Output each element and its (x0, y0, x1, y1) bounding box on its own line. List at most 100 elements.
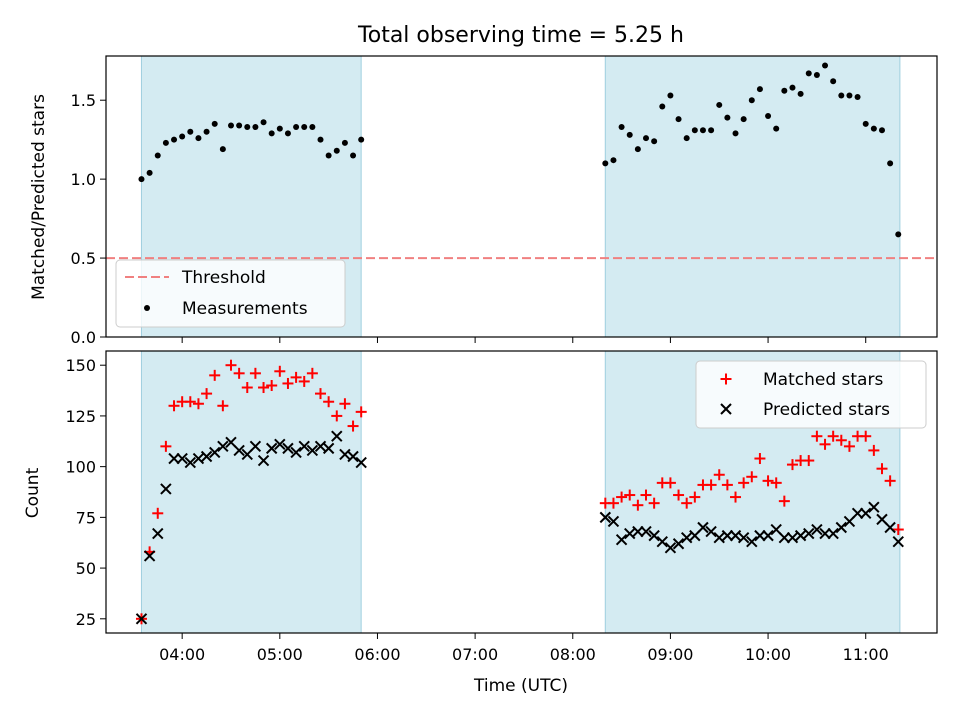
predicted-star-point (705, 525, 717, 538)
matched-star-point (160, 440, 172, 452)
measurement-point (822, 62, 829, 69)
matched-star-point (607, 497, 619, 509)
measurement-point (618, 124, 625, 131)
predicted-star-point (282, 442, 294, 455)
measurement-point (773, 125, 780, 132)
predicted-star-point (209, 446, 221, 459)
legend-ratio: Threshold Measurements (115, 259, 346, 328)
measurement-point (293, 124, 300, 131)
predicted-star-point (803, 527, 815, 540)
legend-matched-label: Matched stars (763, 370, 883, 390)
measurement-point (691, 127, 698, 134)
measurement-point (179, 133, 186, 140)
measurement-point (602, 160, 609, 167)
matched-star-point (168, 400, 180, 412)
measurement-point (162, 139, 169, 146)
predicted-star-point (249, 440, 262, 453)
measurement-point (325, 152, 332, 159)
measurement-point (301, 124, 308, 131)
predicted-star-point (672, 538, 685, 550)
measurement-point (203, 128, 210, 135)
measurement-point (740, 116, 747, 123)
predicted-star-point (355, 456, 367, 469)
matched-star-point (632, 499, 644, 511)
measurement-point (781, 87, 788, 94)
matched-star-point (298, 375, 310, 387)
y-tick-label: 75 (76, 508, 96, 527)
matched-star-point (648, 497, 660, 509)
x-axis-label: Time (UTC) (473, 676, 568, 696)
predicted-star-point (217, 440, 229, 453)
matched-star-point (664, 477, 676, 489)
matched-star-point (233, 367, 245, 379)
measurement-point (268, 130, 275, 137)
matched-star-point (689, 491, 701, 503)
predicted-star-point (786, 531, 799, 544)
predicted-star-point (143, 550, 156, 562)
ratio-y-axis-label: Matched/Predicted stars (29, 94, 49, 300)
predicted-star-point (737, 531, 750, 544)
measurement-point (610, 157, 617, 164)
matched-star-point (624, 489, 636, 501)
y-tick-label: 1.5 (71, 91, 96, 110)
measurement-point (675, 116, 682, 123)
predicted-star-point (892, 535, 904, 548)
measurement-point (146, 169, 153, 176)
predicted-star-point (599, 511, 612, 524)
matched-star-point (640, 489, 652, 501)
matched-star-point (225, 359, 237, 371)
predicted-star-point (339, 448, 351, 461)
measurement-point (887, 160, 894, 167)
legend-predicted-label: Predicted stars (763, 400, 890, 420)
matched-star-point (339, 398, 351, 410)
matched-star-point (721, 479, 733, 491)
matched-star-point (331, 410, 343, 422)
count-panel: 25 50 75 100 125 150 04:00 05:00 06:00 07:00 08:00… (65, 350, 938, 664)
legend-measurements-swatch (144, 305, 150, 311)
x-tick-label: 10:00 (745, 645, 791, 664)
count-y-axis-label: Count (23, 467, 43, 518)
measurement-point (219, 146, 226, 153)
axes-frame (105, 55, 938, 338)
matched-star-point (770, 477, 782, 489)
measurement-point (187, 128, 194, 135)
x-tick-label: 04:00 (159, 645, 205, 664)
matched-star-point (738, 477, 750, 489)
measurement-point (171, 136, 178, 143)
y-tick-label: 100 (65, 458, 96, 477)
matched-star-point (778, 495, 790, 507)
measurement-point (878, 127, 885, 134)
matched-star-point (843, 440, 855, 452)
measurement-point (211, 120, 218, 127)
legend-measurements-label: Measurements (182, 299, 308, 319)
measurement-point (683, 135, 690, 142)
y-tick-label: 50 (76, 559, 96, 578)
legend-predicted-swatch (720, 403, 732, 415)
predicted-star-point (160, 483, 172, 495)
matched-star-point (258, 382, 270, 394)
matched-star-point (347, 420, 359, 432)
measurement-point (138, 176, 145, 183)
predicted-star-point (168, 452, 180, 465)
predicted-star-point (884, 521, 896, 534)
matched-star-point (282, 377, 294, 389)
y-tick-label: 150 (65, 356, 96, 375)
x-tick-label: 05:00 (257, 645, 303, 664)
matched-star-point (819, 438, 831, 450)
measurement-point (634, 146, 641, 153)
matched-star-point (323, 396, 335, 408)
measurement-point (252, 124, 259, 131)
matched-star-point (241, 382, 253, 394)
predicted-star-point (640, 525, 652, 538)
matched-star-point (184, 396, 196, 408)
predicted-star-point (868, 501, 880, 513)
matched-star-point (681, 497, 693, 509)
matched-star-point (209, 369, 221, 381)
measurement-point (284, 130, 291, 137)
predicted-star-point (746, 535, 758, 548)
matched-star-point (355, 406, 367, 418)
legend-matched-swatch (720, 373, 732, 385)
x-tick-label: 09:00 (647, 645, 693, 664)
matched-star-point (266, 379, 278, 391)
predicted-star-point (265, 442, 278, 455)
